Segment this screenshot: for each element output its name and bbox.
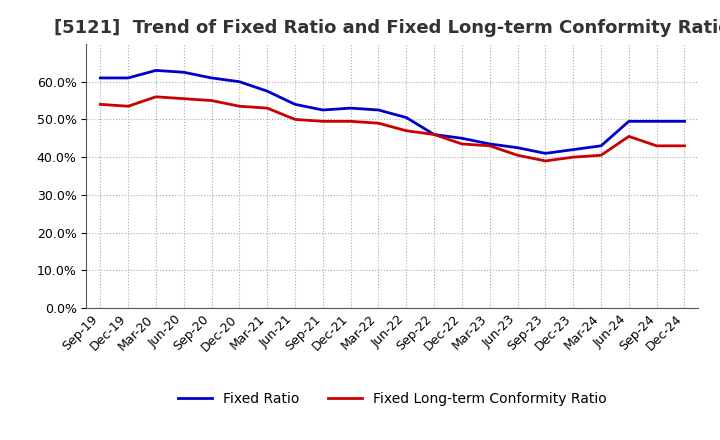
Fixed Ratio xyxy=(680,119,689,124)
Fixed Ratio xyxy=(430,132,438,137)
Fixed Ratio xyxy=(569,147,577,152)
Fixed Ratio xyxy=(541,151,550,156)
Fixed Ratio xyxy=(263,88,271,94)
Fixed Long-term Conformity Ratio xyxy=(402,128,410,133)
Title: [5121]  Trend of Fixed Ratio and Fixed Long-term Conformity Ratio: [5121] Trend of Fixed Ratio and Fixed Lo… xyxy=(54,19,720,37)
Fixed Long-term Conformity Ratio xyxy=(430,132,438,137)
Fixed Long-term Conformity Ratio xyxy=(513,153,522,158)
Fixed Long-term Conformity Ratio xyxy=(624,134,633,139)
Fixed Ratio xyxy=(485,141,494,147)
Fixed Ratio xyxy=(96,75,104,81)
Fixed Ratio xyxy=(652,119,661,124)
Fixed Ratio xyxy=(458,136,467,141)
Fixed Long-term Conformity Ratio xyxy=(318,119,327,124)
Fixed Long-term Conformity Ratio xyxy=(263,106,271,111)
Fixed Long-term Conformity Ratio xyxy=(207,98,216,103)
Fixed Ratio xyxy=(179,70,188,75)
Fixed Long-term Conformity Ratio xyxy=(179,96,188,101)
Fixed Long-term Conformity Ratio xyxy=(235,103,243,109)
Fixed Ratio xyxy=(374,107,383,113)
Fixed Ratio xyxy=(152,68,161,73)
Line: Fixed Ratio: Fixed Ratio xyxy=(100,70,685,154)
Fixed Long-term Conformity Ratio xyxy=(124,103,132,109)
Fixed Long-term Conformity Ratio xyxy=(458,141,467,147)
Line: Fixed Long-term Conformity Ratio: Fixed Long-term Conformity Ratio xyxy=(100,97,685,161)
Fixed Ratio xyxy=(235,79,243,84)
Fixed Long-term Conformity Ratio xyxy=(597,153,606,158)
Fixed Long-term Conformity Ratio xyxy=(569,154,577,160)
Legend: Fixed Ratio, Fixed Long-term Conformity Ratio: Fixed Ratio, Fixed Long-term Conformity … xyxy=(172,387,613,412)
Fixed Ratio xyxy=(318,107,327,113)
Fixed Ratio xyxy=(513,145,522,150)
Fixed Ratio xyxy=(291,102,300,107)
Fixed Ratio xyxy=(597,143,606,148)
Fixed Ratio xyxy=(624,119,633,124)
Fixed Long-term Conformity Ratio xyxy=(374,121,383,126)
Fixed Ratio xyxy=(346,106,355,111)
Fixed Ratio xyxy=(402,115,410,120)
Fixed Long-term Conformity Ratio xyxy=(652,143,661,148)
Fixed Long-term Conformity Ratio xyxy=(96,102,104,107)
Fixed Ratio xyxy=(207,75,216,81)
Fixed Long-term Conformity Ratio xyxy=(152,94,161,99)
Fixed Long-term Conformity Ratio xyxy=(680,143,689,148)
Fixed Long-term Conformity Ratio xyxy=(291,117,300,122)
Fixed Long-term Conformity Ratio xyxy=(346,119,355,124)
Fixed Ratio xyxy=(124,75,132,81)
Fixed Long-term Conformity Ratio xyxy=(485,143,494,148)
Fixed Long-term Conformity Ratio xyxy=(541,158,550,164)
